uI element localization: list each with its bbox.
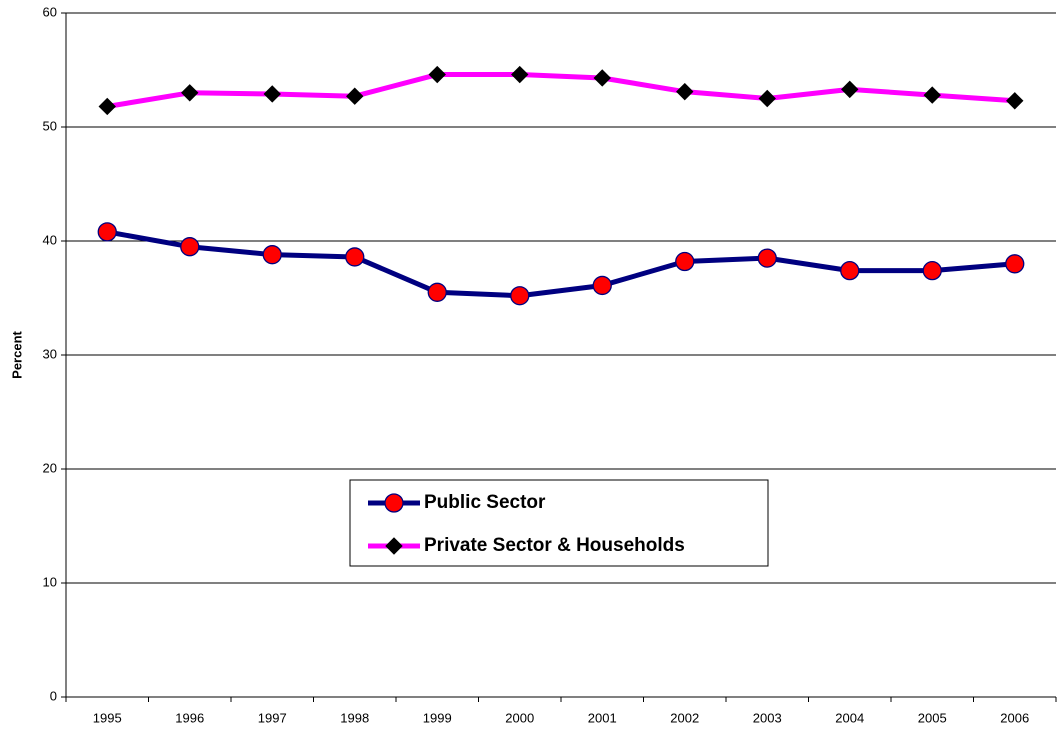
y-tick-label: 10 <box>43 574 57 589</box>
data-point <box>510 286 530 306</box>
data-point <box>757 248 777 268</box>
y-axis-label: Percent <box>9 330 24 378</box>
data-point <box>592 275 612 296</box>
data-point <box>675 251 695 272</box>
data-point <box>758 89 776 108</box>
x-tick-label: 1995 <box>93 710 122 725</box>
data-point <box>1005 254 1025 274</box>
legend-label: Private Sector & Households <box>424 535 685 556</box>
y-tick-label: 60 <box>43 4 57 19</box>
data-point <box>676 82 694 101</box>
x-tick-label: 1996 <box>175 710 204 725</box>
y-tick-label: 50 <box>43 118 57 133</box>
x-tick-label: 1999 <box>423 710 452 725</box>
data-point <box>922 260 942 281</box>
legend-box <box>349 479 769 567</box>
data-point <box>428 65 446 84</box>
data-point <box>841 80 859 99</box>
x-tick-label: 1998 <box>340 710 369 725</box>
data-point <box>346 87 364 105</box>
x-tick-label: 1997 <box>258 710 287 725</box>
data-point <box>511 65 529 84</box>
data-point <box>97 222 117 242</box>
x-tick-label: 2003 <box>753 710 782 725</box>
data-point <box>181 84 199 102</box>
data-point <box>263 85 281 103</box>
x-tick-label: 2001 <box>588 710 617 725</box>
data-point <box>593 69 611 87</box>
y-tick-label: 0 <box>50 688 57 703</box>
x-tick-label: 2000 <box>505 710 534 725</box>
series-line <box>106 72 1015 109</box>
data-point <box>1006 92 1024 110</box>
series-line <box>106 229 1015 299</box>
data-point <box>923 86 941 104</box>
x-tick-label: 2002 <box>670 710 699 725</box>
y-tick-label: 30 <box>43 346 57 361</box>
data-point <box>180 237 200 257</box>
x-tick-label: 2004 <box>835 710 864 725</box>
legend-marker <box>384 493 404 513</box>
data-point <box>345 247 365 267</box>
y-tick-label: 40 <box>43 232 57 247</box>
data-point <box>840 260 860 281</box>
data-point <box>427 282 447 302</box>
data-point <box>98 97 116 116</box>
legend-marker <box>385 537 403 555</box>
legend-label: Public Sector <box>424 492 546 513</box>
x-tick-label: 2006 <box>1000 710 1029 725</box>
x-tick-label: 2005 <box>918 710 947 725</box>
y-tick-label: 20 <box>43 460 57 475</box>
data-point <box>262 245 282 265</box>
